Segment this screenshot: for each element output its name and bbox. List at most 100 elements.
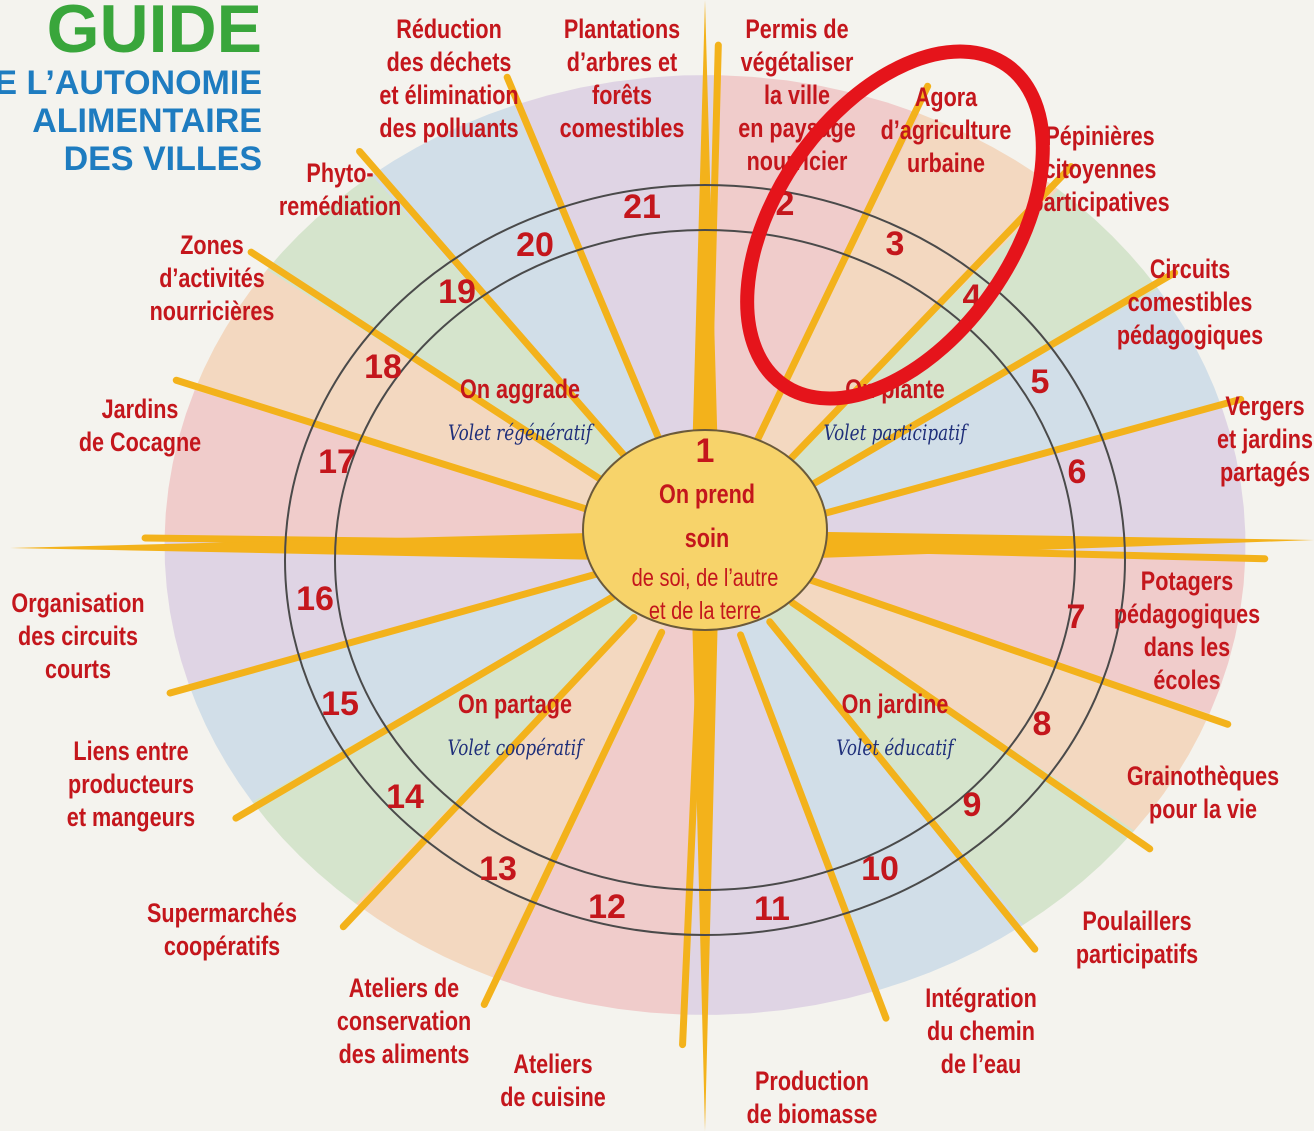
item-label-line: participatifs	[1076, 940, 1198, 970]
item-label-line: Jardins	[102, 395, 179, 425]
center-subtitle-line: de soi, de l’autre	[632, 564, 779, 592]
item-label-line: conservation	[337, 1007, 471, 1037]
item-number: 13	[479, 850, 517, 888]
item-label-line: dans les	[1144, 633, 1230, 663]
item-label-line: Plantations	[564, 15, 680, 45]
item-label-line: d’activités	[159, 264, 265, 294]
item-label-line: remédiation	[279, 192, 401, 222]
item-label-line: écoles	[1153, 666, 1220, 696]
guide-subtitle: DE L’AUTONOMIE	[0, 64, 262, 102]
item-label-text: Pépinièrescitoyennesparticipatives	[1030, 122, 1169, 218]
item-number: 7	[1067, 598, 1086, 636]
item-label-line: des aliments	[339, 1040, 470, 1070]
item-label-line: de Cocagne	[79, 428, 201, 458]
item-label-line: pour la vie	[1149, 795, 1257, 825]
item-label-line: urbaine	[907, 149, 985, 179]
item-label-line: comestibles	[1128, 288, 1253, 318]
item-label-line: pédagogiques	[1114, 600, 1260, 630]
item-label-line: de l’eau	[941, 1050, 1021, 1080]
guide-subtitle: DES VILLES	[64, 140, 262, 178]
item-label-line: Poulaillers	[1082, 907, 1191, 937]
item-label-line: Réduction	[396, 15, 502, 45]
item-number: 15	[321, 685, 359, 723]
item-label-line: nourricières	[150, 297, 275, 327]
item-label-line: la ville	[764, 81, 830, 111]
item-label-line: et jardins	[1217, 425, 1313, 455]
item-label-line: des polluants	[379, 114, 518, 144]
item-number: 6	[1068, 453, 1087, 491]
item-label-line: et élimination	[379, 81, 518, 111]
item-number: 8	[1033, 705, 1052, 743]
item-number: 18	[364, 348, 402, 386]
quadrant-volet: Volet coopératif	[448, 736, 585, 760]
item-label-line: du chemin	[927, 1017, 1035, 1047]
item-number: 17	[318, 443, 356, 481]
item-label-line: de cuisine	[500, 1083, 606, 1113]
item-number: 20	[516, 226, 554, 264]
item-label-line: Vergers	[1225, 392, 1304, 422]
item-label-line: pédagogiques	[1117, 321, 1263, 351]
item-label-line: Liens entre	[73, 737, 188, 767]
item-label-line: citoyennes	[1044, 155, 1157, 185]
item-label-line: des circuits	[18, 622, 138, 652]
item-label-line: comestibles	[560, 114, 685, 144]
item-number: 21	[623, 188, 661, 226]
item-number: 16	[296, 580, 334, 618]
item-label-line: Agora	[915, 83, 978, 113]
item-label-line: producteurs	[68, 770, 194, 800]
item-label-line: participatives	[1030, 188, 1169, 218]
item-label-line: des déchets	[387, 48, 512, 78]
item-number: 10	[861, 850, 899, 888]
item-label: Intégrationdu cheminde l’eau	[925, 984, 1037, 1080]
quadrant-volet: Volet participatif	[824, 421, 969, 445]
quadrant-title: On jardine	[842, 690, 949, 720]
item-label-line: Ateliers de	[349, 974, 459, 1004]
item-label-line: Permis de	[745, 15, 848, 45]
item-number: 5	[1031, 363, 1050, 401]
item-label-line: de biomasse	[747, 1100, 878, 1130]
item-label-line: courts	[45, 655, 111, 685]
item-label-line: coopératifs	[164, 932, 280, 962]
quadrant-volet: Volet régénératif	[448, 421, 594, 445]
item-label-line: Organisation	[11, 589, 144, 619]
center-title-line: On prend	[659, 480, 755, 510]
item-label-line: Ateliers	[513, 1050, 592, 1080]
item-number: 12	[588, 888, 626, 926]
item-label-line: Production	[755, 1067, 869, 1097]
item-label-line: d’agriculture	[881, 116, 1012, 146]
guide-title: GUIDE	[47, 0, 262, 67]
guide-subtitle: ALIMENTAIRE	[32, 102, 262, 140]
item-label-line: Potagers	[1141, 567, 1233, 597]
item-label-line: Zones	[180, 231, 244, 261]
item-label-line: Pépinières	[1045, 122, 1154, 152]
item-label-text: Vergerset jardinspartagés	[1217, 392, 1313, 488]
item-number: 14	[386, 778, 424, 816]
quadrant-title: On aggrade	[460, 375, 580, 405]
quadrant-title: On partage	[458, 690, 572, 720]
item-number: 11	[754, 890, 790, 928]
page: GUIDE DE L’AUTONOMIE ALIMENTAIRE DES VIL…	[0, 0, 1314, 1131]
item-number: 3	[886, 225, 905, 263]
item-label-line: et mangeurs	[67, 803, 195, 833]
item-label-line: forêts	[592, 81, 652, 111]
item-number: 19	[438, 273, 476, 311]
item-label-line: Circuits	[1150, 255, 1230, 285]
center-subtitle-line: et de la terre	[649, 597, 761, 625]
item-label-line: Supermarchés	[147, 899, 297, 929]
item-label: Pépinièrescitoyennesparticipatives	[1030, 122, 1169, 218]
center-number: 1	[696, 432, 715, 470]
item-label-line: végétaliser	[741, 48, 854, 78]
item-label-line: d’arbres et	[567, 48, 677, 78]
quadrant-volet: Volet éducatif	[836, 736, 956, 760]
item-label-line: Intégration	[925, 984, 1037, 1014]
item-label-line: partagés	[1220, 458, 1310, 488]
item-label-line: Grainothèques	[1127, 762, 1279, 792]
item-label: Liens entreproducteurset mangeurs	[67, 737, 195, 833]
item-number: 9	[963, 786, 982, 824]
item-label-line: Phyto-	[306, 159, 373, 189]
